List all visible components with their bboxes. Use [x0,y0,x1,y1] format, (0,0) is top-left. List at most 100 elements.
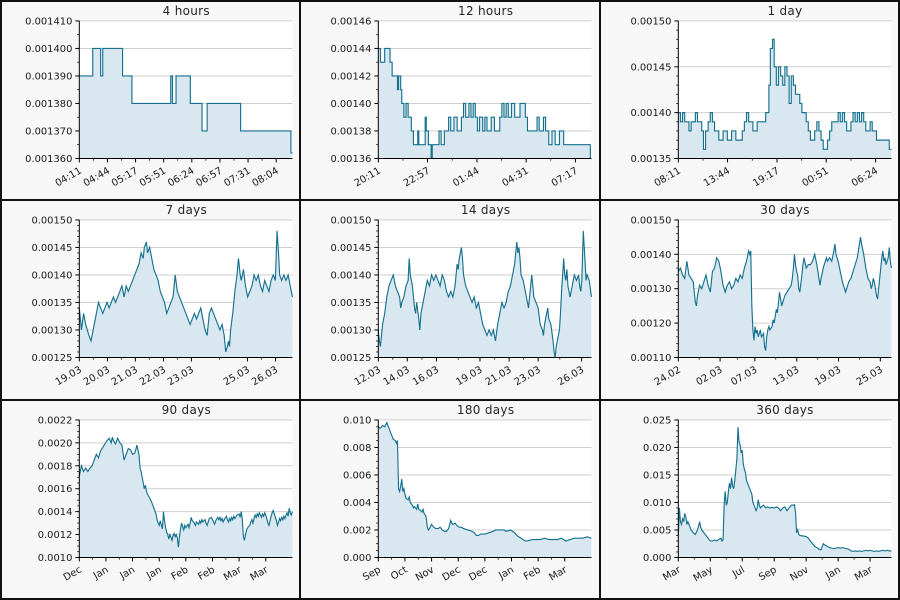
y-tick-label: 0.0010 [38,553,73,564]
x-tick-label: 19.03 [455,365,485,389]
y-tick-label: 0.00136 [331,154,372,165]
x-tick-label: 08:04 [251,165,281,189]
y-tick-label: 0.00135 [31,298,72,309]
y-tick-label: 0.00146 [331,16,372,27]
chart-svg: 0.00125 0.00130 0.00135 0.00140 0.00145 0.001… [31,216,293,389]
x-tick-label: 24.02 [652,365,682,389]
y-tick-label: 0.00144 [331,44,372,55]
x-tick-label: Sep [361,564,383,583]
y-tick-label: 0.00130 [31,326,72,337]
x-tick-label: 20:11 [353,165,383,189]
y-tick-label: 0.00140 [31,271,72,282]
x-tick-label: Dec [468,564,490,583]
x-tick-label: 04:31 [501,165,531,189]
y-tick-label: 0.001400 [25,44,72,55]
y-tick-label: 0.010 [643,498,671,509]
y-tick-label: 0.001360 [25,154,72,165]
area-fill [378,231,592,358]
x-tick-label: 14.03 [382,365,412,389]
x-tick-label: 19.03 [813,365,843,389]
y-tick-label: 0.00135 [331,298,372,309]
x-tick-label: 07.03 [729,365,759,389]
x-tick-label: 26.03 [250,365,280,389]
chart-panel-12-hours: 0.00136 0.00138 0.00140 0.00142 0.00144 0.001… [301,2,599,200]
x-tick-label: Jan [144,564,164,582]
x-tick-label: 19:17 [751,165,781,189]
price-line [677,426,892,552]
x-tick-label: 04:11 [54,165,84,189]
x-tick-label: 04:44 [82,165,112,189]
y-tick-label: 0.00145 [630,62,671,73]
chart-svg: 0.00125 0.00130 0.00135 0.00140 0.00145 0.001… [331,216,593,389]
y-tick-label: 0.001380 [25,99,72,110]
y-tick-label: 0.0018 [38,461,73,472]
y-tick-label: 0.00125 [31,353,72,364]
x-tick-label: 05:51 [138,165,168,189]
area-fill [79,231,293,358]
x-tick-label: 13.03 [771,365,801,389]
y-tick-label: 0.00125 [331,353,372,364]
price-line [78,436,293,547]
price-line [378,231,593,358]
x-tick-label: 26.03 [556,365,586,389]
chart-svg: 0.000 0.002 0.004 0.006 0.008 0.010 Sep Oct Nov D… [343,415,592,583]
y-tick-label: 0.0020 [38,438,73,449]
x-tick-label: 23.03 [513,365,543,389]
y-tick-label: 0.00120 [630,319,671,330]
y-tick-label: 0.001370 [25,126,72,137]
chart-panel-7-days: 0.00125 0.00130 0.00135 0.00140 0.00145 0.001… [2,201,300,399]
y-tick-label: 0.00138 [331,126,372,137]
x-tick-label: 19.03 [54,365,84,389]
y-tick-label: 0.00145 [331,243,372,254]
x-tick-label: Nov [788,564,810,583]
x-tick-label: 25.03 [854,365,884,389]
x-tick-label: 01:44 [452,165,482,189]
y-tick-label: 0.00140 [331,99,372,110]
x-tick-label: 23.03 [166,365,196,389]
x-tick-label: 16.03 [411,365,441,389]
x-tick-label: 06:24 [850,165,880,189]
chart-svg: 0.001360 0.001370 0.001380 0.001390 0.001400… [25,16,293,189]
y-tick-label: 0.001390 [25,71,72,82]
chart-panel-30-days: 0.00110 0.00120 0.00130 0.00140 0.00150 24.02… [600,201,898,399]
chart-panel-180-days: 0.000 0.002 0.004 0.006 0.008 0.010 Sep Oct Nov D… [301,400,599,598]
x-tick-label: 21.03 [484,365,514,389]
chart-svg: 0.00136 0.00138 0.00140 0.00142 0.00144 0.001… [331,16,592,189]
x-tick-label: Sep [757,564,779,583]
x-tick-label: Feb [170,564,191,582]
chart-panel-360-days: 0.000 0.005 0.010 0.015 0.020 0.025 Mar May Jul S… [600,400,898,598]
chart-svg: 0.00110 0.00120 0.00130 0.00140 0.00150 24.02… [630,216,892,389]
chart-svg: 0.00135 0.00140 0.00145 0.00150 08:11 13:44 19… [630,16,892,189]
y-tick-label: 0.000 [343,553,371,564]
x-tick-label: Oct [389,564,409,582]
x-tick-label: 25.03 [222,365,252,389]
y-tick-label: 0.00142 [331,71,372,82]
x-tick-label: 22:57 [402,165,432,189]
x-tick-label: Dec [62,564,84,583]
y-tick-label: 0.00140 [630,250,671,261]
y-tick-label: 0.020 [643,443,671,454]
x-tick-label: 08:11 [652,165,682,189]
area-fill [79,48,293,159]
x-tick-label: Jan [91,564,111,582]
y-tick-label: 0.0014 [38,507,73,518]
area-fill [79,436,293,558]
y-tick-label: 0.001410 [25,16,72,27]
price-line [378,420,592,542]
y-tick-label: 0.00140 [331,271,372,282]
x-tick-label: Mar [249,564,271,583]
area-fill [677,39,892,159]
area-fill [378,422,592,558]
x-tick-label: 05:17 [110,165,140,189]
x-tick-label: Nov [414,564,436,583]
price-line [79,47,293,154]
x-tick-label: 13:44 [702,165,732,189]
x-tick-label: 06:24 [166,165,196,189]
x-tick-label: 21.03 [110,365,140,389]
chart-panel-14-days: 0.00125 0.00130 0.00135 0.00140 0.00145 0.001… [301,201,599,399]
x-tick-label: Jan [497,564,517,582]
y-tick-label: 0.0022 [38,415,73,426]
price-line [378,47,592,160]
x-tick-label: Mar [853,564,875,583]
chart-svg: 0.0010 0.0012 0.0014 0.0016 0.0018 0.0020 0.00… [38,415,293,583]
